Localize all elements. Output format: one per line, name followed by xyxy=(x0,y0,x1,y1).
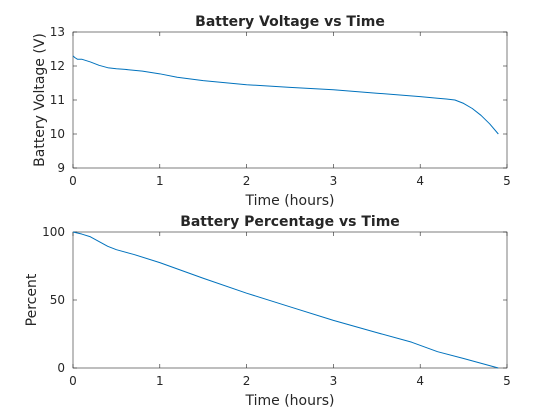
data-point xyxy=(74,57,75,58)
data-point xyxy=(73,232,74,233)
y-axis-label: Battery Voltage (V) xyxy=(32,33,48,167)
y-tick-label: 11 xyxy=(50,93,65,107)
data-point xyxy=(437,98,438,99)
data-point xyxy=(489,123,490,124)
chart-title: Battery Percentage vs Time xyxy=(180,214,400,230)
series-line xyxy=(72,231,499,369)
data-point xyxy=(290,306,291,307)
data-point xyxy=(159,73,160,74)
y-tick-label: 12 xyxy=(50,59,65,73)
y-axis-label: Percent xyxy=(24,273,40,326)
x-axis-label: Time (hours) xyxy=(245,193,335,209)
data-point xyxy=(437,351,438,352)
data-point xyxy=(246,84,247,85)
data-point xyxy=(203,80,204,81)
x-tick-label: 0 xyxy=(69,374,77,388)
data-point xyxy=(116,249,117,250)
data-point xyxy=(333,320,334,321)
x-tick-label: 5 xyxy=(503,374,511,388)
data-point xyxy=(116,68,117,69)
x-tick-label: 3 xyxy=(330,374,338,388)
y-tick-label: 10 xyxy=(50,127,65,141)
data-point xyxy=(446,98,447,99)
data-point xyxy=(142,71,143,72)
data-point xyxy=(290,87,291,88)
data-point xyxy=(498,134,499,135)
x-tick-label: 3 xyxy=(330,174,338,188)
data-point xyxy=(480,115,481,116)
data-point xyxy=(420,96,421,97)
data-point xyxy=(81,59,82,60)
data-point xyxy=(463,358,464,359)
series-line xyxy=(72,55,499,135)
x-tick-label: 1 xyxy=(156,174,164,188)
y-tick-label: 9 xyxy=(57,161,65,175)
y-tick-label: 13 xyxy=(50,25,65,39)
data-point xyxy=(333,89,334,90)
data-point xyxy=(454,100,455,101)
x-tick-label: 4 xyxy=(416,374,424,388)
data-point xyxy=(73,55,74,56)
data-point xyxy=(411,342,412,343)
x-tick-label: 4 xyxy=(416,174,424,188)
y-tick-label: 50 xyxy=(50,293,65,307)
x-tick-label: 2 xyxy=(243,374,251,388)
y-tick-label: 0 xyxy=(57,361,65,375)
data-point xyxy=(472,108,473,109)
data-point xyxy=(498,368,499,369)
data-point xyxy=(246,293,247,294)
data-point xyxy=(99,241,100,242)
x-axis-label: Time (hours) xyxy=(245,393,335,409)
data-point xyxy=(463,103,464,104)
chart-title: Battery Voltage vs Time xyxy=(195,14,385,30)
data-point xyxy=(107,67,108,68)
data-point xyxy=(90,236,91,237)
data-point xyxy=(90,61,91,62)
data-point xyxy=(159,262,160,263)
data-point xyxy=(133,254,134,255)
y-tick-label: 100 xyxy=(42,225,65,239)
x-tick-label: 2 xyxy=(243,174,251,188)
data-point xyxy=(376,332,377,333)
data-point xyxy=(99,65,100,66)
data-point xyxy=(107,246,108,247)
x-tick-label: 1 xyxy=(156,374,164,388)
x-tick-label: 0 xyxy=(69,174,77,188)
data-point xyxy=(77,59,78,60)
data-point xyxy=(81,234,82,235)
plot-area xyxy=(72,231,508,369)
data-point xyxy=(376,93,377,94)
data-point xyxy=(203,278,204,279)
data-point xyxy=(177,77,178,78)
data-point xyxy=(125,69,126,70)
plot-area xyxy=(72,31,508,169)
x-tick-label: 5 xyxy=(503,174,511,188)
